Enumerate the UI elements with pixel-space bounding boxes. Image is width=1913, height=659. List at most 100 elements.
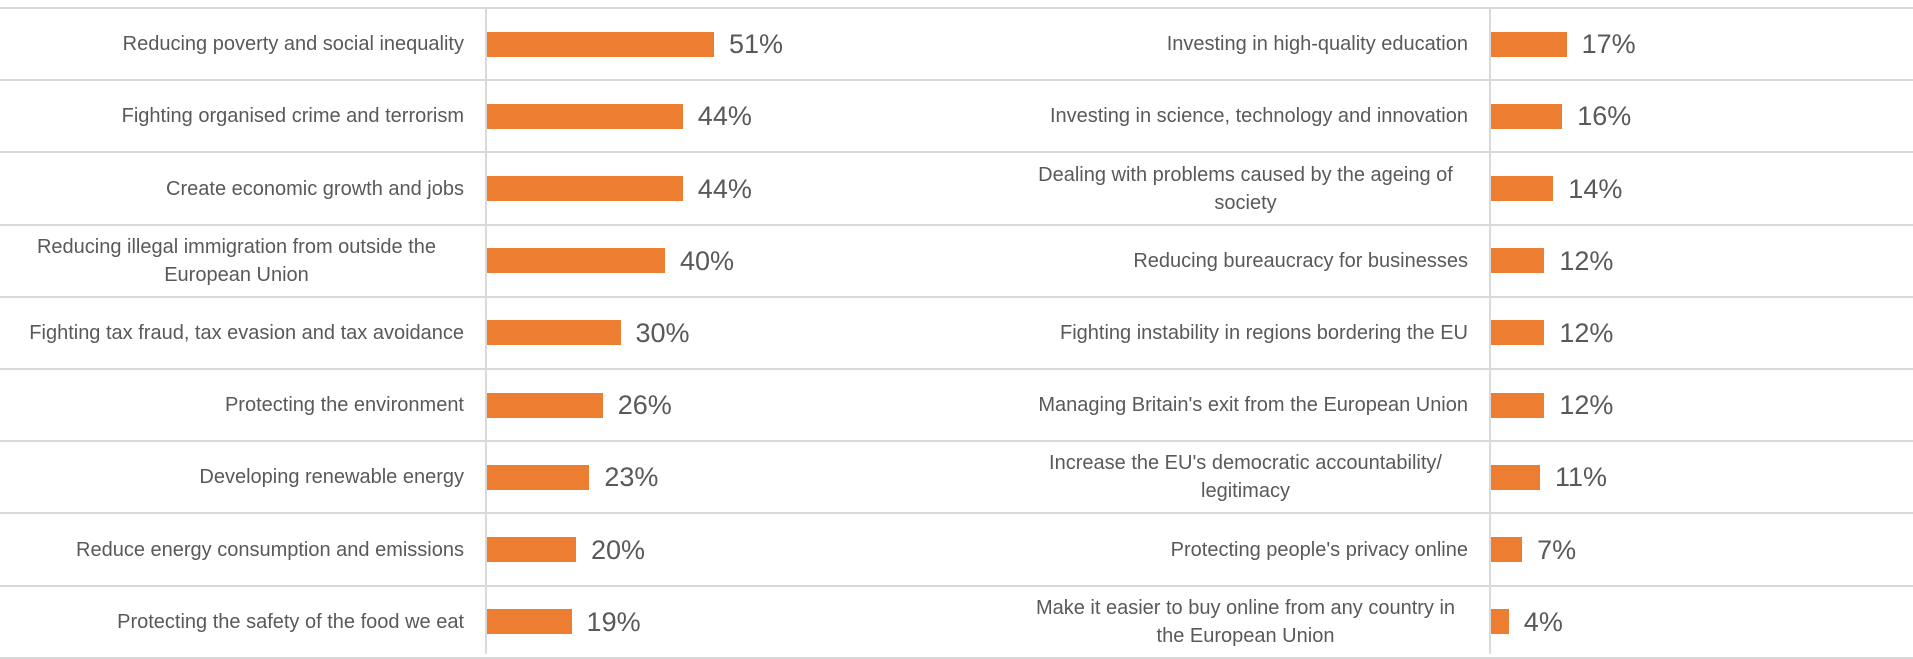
row-line bbox=[0, 151, 1913, 154]
bar bbox=[1491, 320, 1545, 346]
category-label: Reducing bureaucracy for businesses bbox=[1023, 231, 1468, 291]
category-label-text: Developing renewable energy bbox=[199, 466, 464, 489]
value-label: 7% bbox=[1537, 535, 1576, 565]
bar bbox=[487, 248, 665, 274]
axis-line bbox=[485, 8, 487, 654]
bar bbox=[487, 320, 621, 346]
value-label-text: 12% bbox=[1559, 390, 1614, 421]
axis-line bbox=[1489, 8, 1491, 654]
row-line bbox=[0, 295, 1913, 298]
category-label-text: Protecting people's privacy online bbox=[1170, 538, 1468, 561]
value-label: 30% bbox=[636, 318, 690, 348]
value-label: 16% bbox=[1577, 101, 1631, 131]
bar bbox=[1491, 537, 1523, 562]
category-label: Protecting the environment bbox=[9, 375, 464, 435]
row-line bbox=[0, 368, 1913, 370]
row-line bbox=[0, 656, 1913, 659]
value-label-text: 16% bbox=[1577, 101, 1632, 132]
row-line bbox=[0, 584, 1913, 587]
bar bbox=[487, 103, 683, 129]
category-label: Investing in high-quality education bbox=[1023, 14, 1468, 74]
row-line bbox=[0, 79, 1913, 82]
category-label-text: Fighting instability in regions borderin… bbox=[1060, 321, 1468, 344]
value-label-text: 7% bbox=[1537, 534, 1577, 565]
value-label-text: 40% bbox=[680, 245, 735, 276]
bar bbox=[487, 176, 683, 201]
value-label-text: 20% bbox=[591, 534, 646, 565]
category-label: Investing in science, technology and inn… bbox=[1023, 86, 1468, 146]
value-label-text: 11% bbox=[1554, 462, 1607, 493]
value-label: 40% bbox=[680, 246, 734, 276]
category-label-text: Protecting the safety of the food we eat bbox=[117, 610, 464, 633]
value-label: 12% bbox=[1559, 318, 1613, 348]
value-label: 11% bbox=[1555, 462, 1607, 492]
category-label-text: Reducing bureaucracy for businesses bbox=[1133, 249, 1468, 272]
value-label-text: 14% bbox=[1568, 173, 1623, 204]
row-line bbox=[0, 223, 1913, 226]
category-label: Fighting organised crime and terrorism bbox=[9, 86, 464, 146]
category-label-text: Protecting the environment bbox=[224, 394, 464, 417]
category-label: Fighting tax fraud, tax evasion and tax … bbox=[9, 303, 464, 363]
category-label: Reduce energy consumption and emissions bbox=[9, 520, 464, 580]
value-label-text: 4% bbox=[1523, 606, 1563, 637]
value-label: 12% bbox=[1559, 390, 1613, 420]
bar bbox=[487, 392, 603, 418]
row-line bbox=[0, 512, 1913, 515]
value-label-text: 17% bbox=[1581, 29, 1636, 60]
category-label: Make it easier to buy online from any co… bbox=[1023, 592, 1468, 652]
category-label: Reducing illegal immigration from outsid… bbox=[9, 231, 464, 291]
category-label: Create economic growth and jobs bbox=[9, 159, 464, 219]
category-label: Protecting people's privacy online bbox=[1023, 520, 1468, 580]
value-label-text: 12% bbox=[1559, 317, 1614, 348]
category-label-text: Dealing with problems caused by the agei… bbox=[1038, 163, 1453, 214]
value-label-text: 12% bbox=[1559, 245, 1614, 276]
category-label-text: Reducing illegal immigration from outsid… bbox=[36, 235, 437, 286]
value-label: 44% bbox=[698, 174, 752, 204]
value-label: 23% bbox=[604, 462, 658, 492]
bar bbox=[487, 31, 714, 57]
value-label: 14% bbox=[1568, 174, 1622, 204]
category-label-text: Increase the EU's democratic accountabil… bbox=[1049, 452, 1442, 503]
value-label: 26% bbox=[618, 390, 672, 420]
category-label-text: Investing in science, technology and inn… bbox=[1049, 105, 1468, 128]
row-line bbox=[0, 440, 1913, 443]
value-label-text: 30% bbox=[635, 317, 690, 348]
category-label: Protecting the safety of the food we eat bbox=[9, 592, 464, 652]
value-label-text: 19% bbox=[586, 606, 641, 637]
value-label-text: 23% bbox=[604, 462, 659, 493]
value-label: 44% bbox=[698, 101, 752, 131]
category-label-text: Make it easier to buy online from any co… bbox=[1035, 596, 1456, 647]
category-label: Managing Britain's exit from the Europea… bbox=[1023, 375, 1468, 435]
bar bbox=[1491, 31, 1567, 57]
bar bbox=[1491, 609, 1509, 635]
value-label-text: 44% bbox=[697, 173, 752, 204]
value-label: 4% bbox=[1524, 607, 1563, 637]
category-label-text: Reduce energy consumption and emissions bbox=[76, 538, 464, 561]
category-label: Fighting instability in regions borderin… bbox=[1023, 303, 1468, 363]
value-label-text: 51% bbox=[728, 29, 783, 60]
bar bbox=[487, 464, 590, 490]
bar bbox=[487, 537, 576, 562]
bar bbox=[1491, 176, 1554, 201]
category-label: Reducing poverty and social inequality bbox=[9, 14, 464, 74]
value-label: 17% bbox=[1582, 29, 1636, 59]
value-label: 12% bbox=[1559, 246, 1613, 276]
value-label: 51% bbox=[729, 29, 783, 59]
category-label-text: Fighting tax fraud, tax evasion and tax … bbox=[29, 321, 464, 344]
value-label-text: 44% bbox=[697, 101, 752, 132]
value-label-text: 26% bbox=[617, 390, 672, 421]
bar bbox=[1491, 392, 1545, 418]
row-line bbox=[0, 7, 1913, 9]
category-label-text: Fighting organised crime and terrorism bbox=[121, 105, 464, 128]
bar bbox=[1491, 464, 1540, 490]
category-label-text: Create economic growth and jobs bbox=[166, 177, 464, 200]
category-label: Increase the EU's democratic accountabil… bbox=[1023, 447, 1468, 507]
bar bbox=[1491, 103, 1563, 129]
value-label: 19% bbox=[587, 607, 641, 637]
category-label: Developing renewable energy bbox=[9, 447, 464, 507]
category-label-text: Reducing poverty and social inequality bbox=[122, 33, 464, 56]
category-label: Dealing with problems caused by the agei… bbox=[1023, 159, 1468, 219]
value-label: 20% bbox=[591, 535, 645, 565]
bar bbox=[1491, 248, 1545, 274]
